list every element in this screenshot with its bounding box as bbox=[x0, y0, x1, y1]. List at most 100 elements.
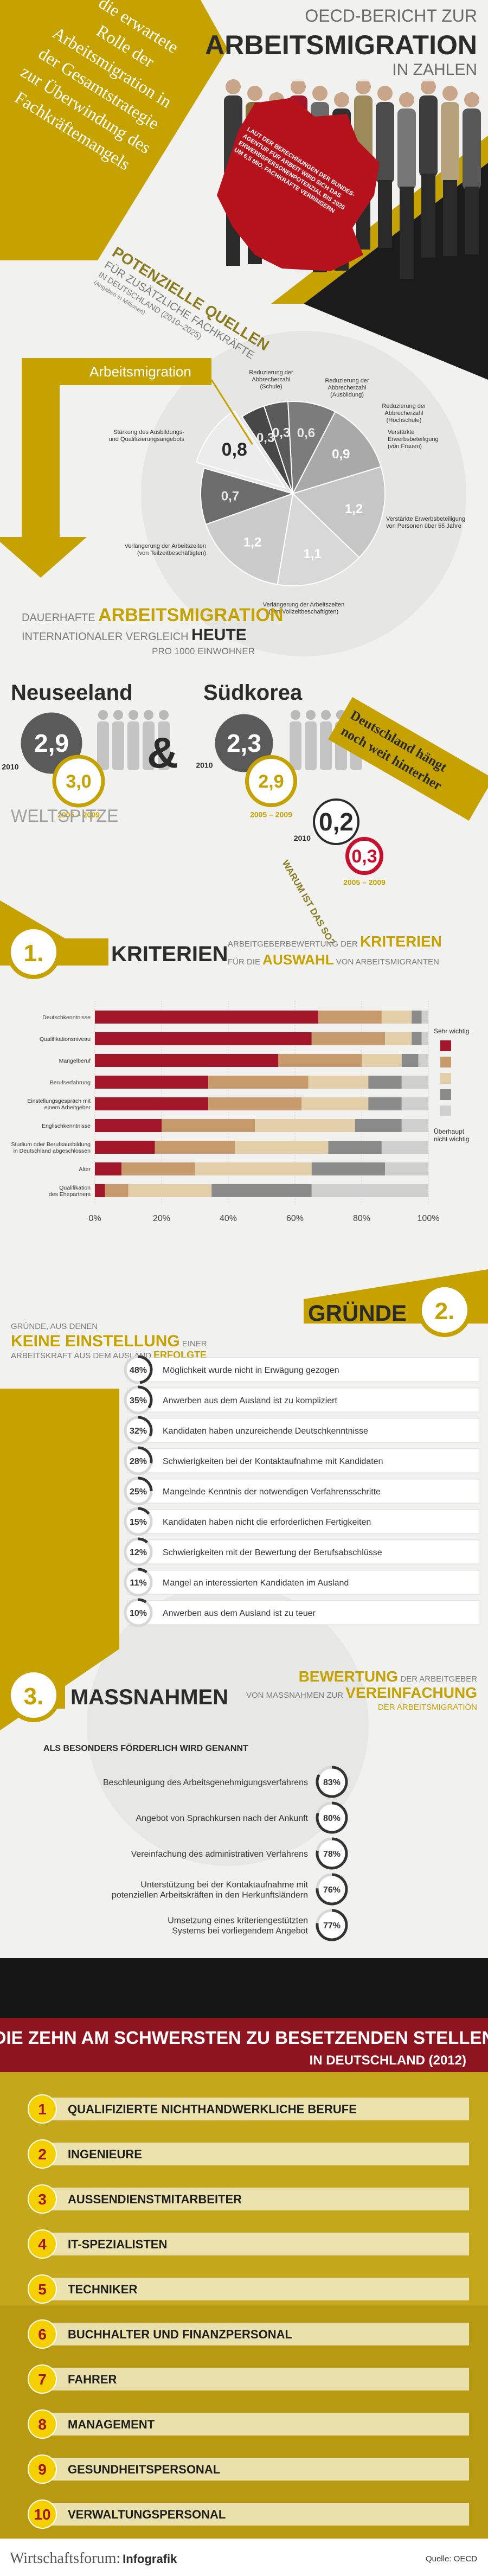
title-line: OECD-BERICHT ZUR bbox=[305, 6, 477, 25]
bar-segment bbox=[95, 1011, 319, 1024]
value-label: 2,9 bbox=[34, 729, 69, 757]
value-label: 2,3 bbox=[227, 729, 261, 757]
section-subtitle-part: GRÜNDE, AUS DENEN bbox=[11, 1321, 98, 1331]
section-subtitle-part: VON ARBEITSMIGRANTEN bbox=[334, 957, 439, 967]
section-heading: DAUERHAFTE ARBEITSMIGRATION bbox=[22, 605, 283, 625]
section-heading: PRO 1000 EINWOHNER bbox=[152, 646, 255, 656]
badge-arc bbox=[138, 1507, 150, 1515]
person-icon-head bbox=[321, 710, 331, 720]
pie-category-label: (Schule) bbox=[260, 383, 282, 390]
globe-decoration bbox=[87, 1584, 369, 1866]
person-head bbox=[464, 92, 479, 107]
person-icon-head bbox=[113, 710, 123, 720]
bar-segment bbox=[255, 1119, 355, 1132]
y-category-label: Studium oder Berufsausbildung bbox=[11, 1141, 91, 1148]
year-label: 2010 bbox=[294, 834, 311, 842]
badge-label: 28% bbox=[130, 1457, 147, 1466]
rank-badge bbox=[28, 2229, 57, 2259]
pie-value-label: 0,6 bbox=[297, 426, 315, 440]
pie-category-label: (von Teilzeitbeschäftigten) bbox=[137, 550, 206, 557]
pie-slice bbox=[277, 492, 360, 586]
y-category-label: Alter bbox=[79, 1166, 91, 1173]
person-head bbox=[226, 79, 241, 94]
bar-segment bbox=[311, 1162, 386, 1175]
pie-category-label: Verlängerung der Arbeitszeiten bbox=[125, 543, 206, 549]
section-subtitle-part: DER ARBEITGEBER bbox=[398, 1674, 477, 1684]
bar-segment bbox=[328, 1141, 382, 1154]
row-strip bbox=[127, 1509, 480, 1534]
item-label: Vereinfachung des administrativen Verfah… bbox=[131, 1850, 308, 1859]
row-strip bbox=[52, 2233, 469, 2255]
section-subtitle: KEINE EINSTELLUNG EINER bbox=[11, 1332, 207, 1350]
badge-arc bbox=[138, 1537, 149, 1544]
badge-label: 76% bbox=[323, 1885, 341, 1895]
section-subtitle-part: KEINE EINSTELLUNG bbox=[11, 1332, 180, 1350]
pie-slice bbox=[292, 466, 386, 559]
row-strip bbox=[127, 1539, 480, 1564]
item-label: Anwerben aus dem Ausland ist zu teuer bbox=[163, 1609, 316, 1618]
section-subtitle-part: ARBEITGEBERBEWERTUNG DER bbox=[228, 939, 360, 949]
row-strip bbox=[52, 2413, 469, 2436]
row-strip bbox=[127, 1418, 480, 1443]
pie-slice bbox=[195, 410, 286, 489]
badge-label: 80% bbox=[323, 1814, 341, 1823]
y-category-label: Einstellungsgespräch mit bbox=[27, 1098, 91, 1104]
pie-value-label: 1,2 bbox=[345, 502, 363, 516]
badge-arc bbox=[138, 1568, 147, 1574]
bar-segment bbox=[105, 1184, 129, 1197]
badge-label: 15% bbox=[130, 1518, 147, 1527]
country-label: Südkorea bbox=[203, 681, 303, 705]
black-band bbox=[0, 1958, 488, 2018]
section-subtitle-part: ARBEITSKRAFT AUS DEM AUSLAND bbox=[11, 1351, 153, 1360]
pie-category-label: Verstärkte Erwerbsbeteiligung bbox=[386, 516, 465, 522]
person-legs bbox=[465, 187, 479, 254]
section-subtitle: FÜR DIE AUSWAHL VON ARBEITSMIGRANTEN bbox=[228, 951, 439, 968]
pie-category-label: (von Vollzeitbeschäftigten) bbox=[269, 609, 338, 615]
intro-text: ALS BESONDERS FÖRDERLICH WIRD GENANNT bbox=[43, 1743, 248, 1753]
person-icon-body bbox=[305, 721, 317, 770]
leader-line bbox=[210, 379, 253, 445]
rank-badge bbox=[28, 2274, 57, 2304]
section-subtitle: GRÜNDE, AUS DENEN bbox=[11, 1321, 98, 1331]
person-icon-head bbox=[129, 710, 138, 720]
pie-value-label: 0,8 bbox=[222, 439, 247, 460]
rank-number: 3 bbox=[38, 2191, 47, 2208]
x-tick-label: 40% bbox=[220, 1214, 237, 1223]
connector: & bbox=[147, 728, 178, 777]
pie-value-label: 0,7 bbox=[221, 489, 239, 504]
section-subtitle-part: VEREINFACHUNG bbox=[345, 1684, 477, 1701]
year-label: 2010 bbox=[196, 761, 213, 770]
person-head bbox=[356, 79, 371, 94]
person-icon-body bbox=[290, 721, 301, 770]
value-circle bbox=[313, 798, 359, 845]
section-subtitle-part: BEWERTUNG bbox=[299, 1668, 399, 1685]
badge-arc bbox=[138, 1476, 153, 1492]
y-category-label: Englischkenntnisse bbox=[42, 1123, 91, 1129]
bar-segment bbox=[381, 1141, 428, 1154]
title-line: ARBEITSMIGRATION bbox=[205, 30, 477, 60]
badge-label: 12% bbox=[130, 1548, 147, 1557]
value-circle bbox=[215, 714, 273, 772]
year-label: 2005 – 2009 bbox=[250, 810, 292, 819]
person-head bbox=[291, 79, 306, 94]
bar-segment bbox=[308, 1076, 369, 1089]
legend-label: Überhaupt bbox=[434, 1128, 465, 1135]
person-icon-body bbox=[320, 721, 332, 770]
rank-number: 7 bbox=[38, 2371, 47, 2388]
person-head bbox=[399, 92, 414, 107]
rank-badge bbox=[28, 2500, 57, 2529]
bar-segment bbox=[278, 1054, 362, 1067]
ranking-title: DIE ZEHN AM SCHWERSTEN ZU BESETZENDEN ST… bbox=[0, 2028, 488, 2048]
person-head bbox=[247, 86, 262, 101]
pie-category-label: Abbrecherzahl bbox=[385, 410, 423, 417]
section-heading-part: INTERNATIONALER VERGLEICH bbox=[22, 631, 191, 643]
footer-source: Quelle: OECD bbox=[426, 2554, 477, 2564]
badge-label: 78% bbox=[323, 1850, 341, 1859]
badge-label: 35% bbox=[130, 1396, 147, 1405]
pie-value-label: 0,9 bbox=[332, 447, 350, 462]
section-subtitle-part: EINER bbox=[180, 1339, 207, 1348]
footer-brand-part: Infografik bbox=[123, 2552, 177, 2566]
section-subtitle-part: DER ARBEITSMIGRATION bbox=[378, 1703, 477, 1712]
rank-number: 1 bbox=[38, 2101, 47, 2118]
section-subtitle: ARBEITGEBERBEWERTUNG DER KRITERIEN bbox=[228, 933, 442, 950]
